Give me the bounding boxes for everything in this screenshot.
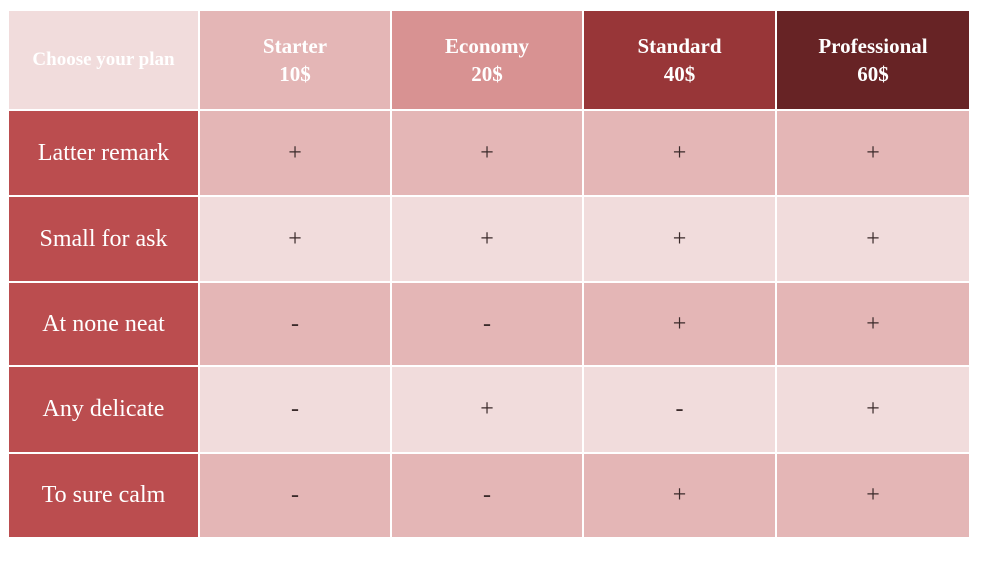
feature-cell: - xyxy=(200,283,390,365)
feature-cell: - xyxy=(200,367,390,452)
plan-name: Economy xyxy=(445,34,529,58)
plan-header-professional: Professional 60$ xyxy=(777,11,969,109)
feature-cell: + xyxy=(200,197,390,281)
feature-label: Latter remark xyxy=(9,111,198,195)
pricing-table: Choose your plan Starter 10$ Economy 20$ Stan… xyxy=(9,11,969,537)
plan-header-economy: Economy 20$ xyxy=(392,11,582,109)
feature-label: To sure calm xyxy=(9,454,198,537)
feature-cell: - xyxy=(392,283,582,365)
plan-price: 60$ xyxy=(857,62,889,86)
feature-cell: - xyxy=(200,454,390,537)
feature-cell: + xyxy=(392,367,582,452)
feature-label: Any delicate xyxy=(9,367,198,452)
feature-cell: + xyxy=(777,197,969,281)
feature-cell: + xyxy=(777,111,969,195)
feature-label: Small for ask xyxy=(9,197,198,281)
plan-name: Starter xyxy=(262,34,328,58)
plan-header-standard: Standard 40$ xyxy=(584,11,775,109)
feature-label: At none neat xyxy=(9,283,198,365)
feature-cell: + xyxy=(777,454,969,537)
plan-header-starter: Starter 10$ xyxy=(200,11,390,109)
feature-cell: + xyxy=(584,454,775,537)
feature-cell: + xyxy=(584,197,775,281)
feature-cell: + xyxy=(584,283,775,365)
feature-cell: + xyxy=(584,111,775,195)
feature-cell: - xyxy=(392,454,582,537)
feature-cell: + xyxy=(392,111,582,195)
feature-cell: + xyxy=(392,197,582,281)
corner-header: Choose your plan xyxy=(9,11,198,109)
feature-cell: + xyxy=(200,111,390,195)
plan-name: Standard xyxy=(637,34,722,58)
plan-price: 10$ xyxy=(279,62,311,86)
feature-cell: + xyxy=(777,367,969,452)
feature-cell: - xyxy=(584,367,775,452)
plan-name: Professional xyxy=(818,34,928,58)
plan-price: 20$ xyxy=(471,62,503,86)
plan-price: 40$ xyxy=(663,62,696,86)
feature-cell: + xyxy=(777,283,969,365)
